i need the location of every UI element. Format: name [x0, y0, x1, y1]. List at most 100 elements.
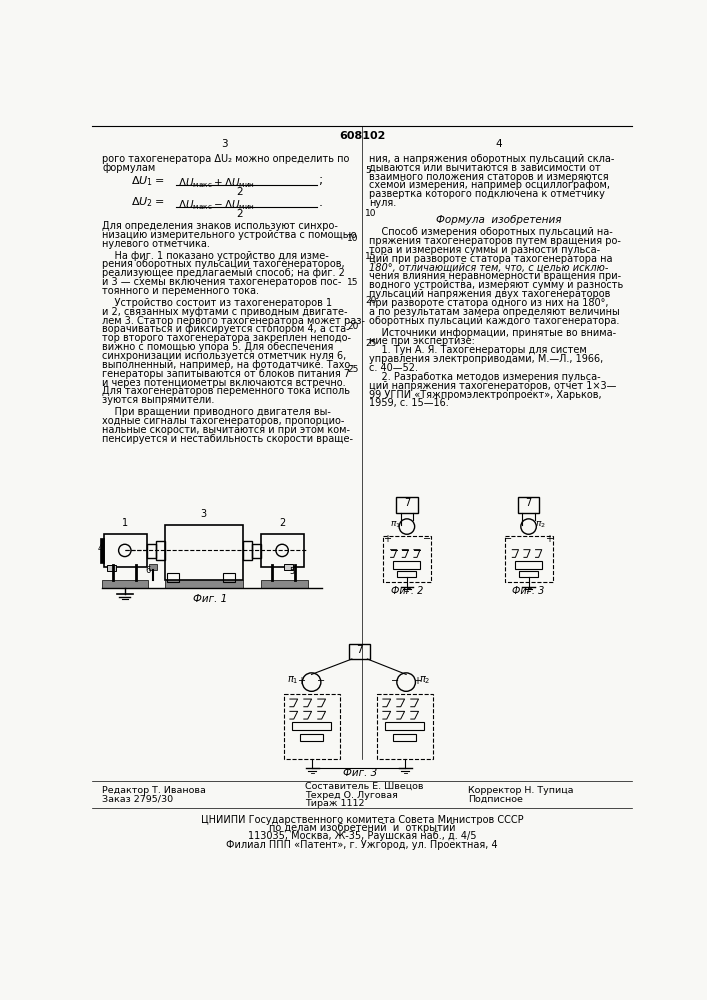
Text: Фиг. 3: Фиг. 3	[513, 586, 545, 596]
Text: Для определения знаков используют синхро-: Для определения знаков используют синхро…	[103, 221, 338, 231]
Text: 25: 25	[365, 339, 376, 348]
Text: низацию измерительного устройства с помощью: низацию измерительного устройства с помо…	[103, 230, 357, 240]
Text: реализующее предлагаемый способ; на фиг. 2: реализующее предлагаемый способ; на фиг.…	[103, 268, 345, 278]
Text: Филиал ППП «Патент», г. Ужгород, ул. Проектная, 4: Филиал ППП «Патент», г. Ужгород, ул. Про…	[226, 840, 498, 850]
Text: 6: 6	[146, 566, 151, 575]
Bar	[292, 722, 331, 730]
Bar	[505, 536, 553, 582]
Text: ЦНИИПИ Государственного комитета Совета Министров СССР: ЦНИИПИ Государственного комитета Совета …	[201, 815, 523, 825]
Text: пряжения тахогенераторов путем вращения ро-: пряжения тахогенераторов путем вращения …	[369, 236, 621, 246]
Text: Заказ 2795/30: Заказ 2795/30	[103, 795, 173, 804]
Text: пенсируется и нестабильность скорости враще-: пенсируется и нестабильность скорости вр…	[103, 434, 354, 444]
Text: $\pi_2$: $\pi_2$	[534, 520, 546, 530]
Text: 7: 7	[525, 498, 532, 508]
Text: а по результатам замера определяют величины: а по результатам замера определяют велич…	[369, 307, 619, 317]
Text: 20: 20	[365, 296, 376, 305]
Text: Фиг. 2: Фиг. 2	[391, 586, 423, 596]
Text: $\pi_1$: $\pi_1$	[390, 520, 401, 530]
Bar	[385, 722, 424, 730]
Text: $\Delta U_{\mathrm{макс}}+\Delta U_{\mathrm{мин}}$: $\Delta U_{\mathrm{макс}}+\Delta U_{\mat…	[177, 176, 255, 190]
Text: −: −	[391, 676, 399, 686]
Bar	[284, 694, 340, 759]
Text: Редактор Т. Иванова: Редактор Т. Иванова	[103, 786, 206, 795]
Text: рения оборотных пульсаций тахогенераторов,: рения оборотных пульсаций тахогенераторо…	[103, 259, 345, 269]
Text: и 2, связанных муфтами с приводным двигате-: и 2, связанных муфтами с приводным двига…	[103, 307, 348, 317]
Text: Подписное: Подписное	[468, 795, 523, 804]
Bar	[100, 538, 104, 563]
Text: +: +	[413, 676, 421, 686]
Text: чения влияния неравномерности вращения при-: чения влияния неравномерности вращения п…	[369, 271, 621, 281]
Text: 1: 1	[122, 518, 128, 528]
Text: ворачиваться и фиксируется стопором 4, а ста-: ворачиваться и фиксируется стопором 4, а…	[103, 324, 350, 334]
Text: Устройство состоит из тахогенераторов 1: Устройство состоит из тахогенераторов 1	[103, 298, 332, 308]
Text: выполненный, например, на фотодатчике. Тахо-: выполненный, например, на фотодатчике. Т…	[103, 360, 354, 370]
Text: −: −	[504, 534, 513, 544]
Text: 2: 2	[236, 187, 243, 197]
Text: 4: 4	[98, 544, 103, 553]
Text: 2. Разработка методов измерения пульса-: 2. Разработка методов измерения пульса-	[369, 372, 600, 382]
Text: тора и измерения суммы и разности пульса-: тора и измерения суммы и разности пульса…	[369, 245, 600, 255]
Bar	[165, 525, 243, 580]
Text: Составитель Е. Швецов: Составитель Е. Швецов	[305, 782, 424, 791]
Text: ций при развороте статора тахогенератора на: ций при развороте статора тахогенератора…	[369, 254, 612, 264]
Text: оборотных пульсаций каждого тахогенератора.: оборотных пульсаций каждого тахогенерато…	[369, 316, 619, 326]
Text: 2: 2	[236, 209, 243, 219]
Text: 180°, отличающийся тем, что, с целью исклю-: 180°, отличающийся тем, что, с целью иск…	[369, 262, 608, 272]
Text: Для тахогенераторов переменного тока исполь: Для тахогенераторов переменного тока исп…	[103, 386, 351, 396]
Text: тор второго тахогенератора закреплен неподо-: тор второго тахогенератора закреплен неп…	[103, 333, 351, 343]
Text: Фиг. 3: Фиг. 3	[342, 768, 377, 778]
Bar	[104, 534, 146, 567]
Bar	[300, 734, 323, 741]
Text: формулам: формулам	[103, 163, 156, 173]
Text: +: +	[382, 534, 391, 544]
Bar	[284, 564, 293, 570]
Text: 608102: 608102	[339, 131, 385, 141]
Text: при развороте статора одного из них на 180°,: при развороте статора одного из них на 1…	[369, 298, 609, 308]
Text: 7: 7	[404, 498, 410, 508]
Text: и 3 — схемы включения тахогенераторов пос-: и 3 — схемы включения тахогенераторов по…	[103, 277, 341, 287]
Text: +: +	[297, 676, 305, 686]
Text: 99 УГПИ «Тяжпромэлектропроект», Харьков,: 99 УГПИ «Тяжпромэлектропроект», Харьков,	[369, 389, 602, 399]
Text: ние при экспертизе:: ние при экспертизе:	[369, 336, 475, 346]
Text: 15: 15	[365, 252, 377, 261]
Bar	[243, 541, 252, 560]
Text: +: +	[544, 534, 553, 544]
Text: и через потенциометры включаются встречно.: и через потенциометры включаются встречн…	[103, 378, 346, 388]
Bar	[223, 573, 235, 582]
Text: схемой измерения, например осциллографом,: схемой измерения, например осциллографом…	[369, 180, 610, 190]
Bar	[383, 536, 431, 582]
Bar	[518, 497, 539, 513]
Bar	[149, 564, 156, 570]
Text: 4: 4	[496, 139, 503, 149]
Bar	[107, 565, 116, 571]
Bar	[165, 580, 243, 588]
Text: .: .	[319, 196, 322, 209]
Text: Формула  изобретения: Формула изобретения	[436, 215, 562, 225]
Text: управления электроприводами, М.—Л., 1966,: управления электроприводами, М.—Л., 1966…	[369, 354, 603, 364]
Text: рого тахогенератора ΔU₂ можно определить по: рого тахогенератора ΔU₂ можно определить…	[103, 154, 350, 164]
Bar	[252, 544, 261, 558]
Bar	[393, 561, 420, 569]
Text: нальные скорости, вычитаются и при этом ком-: нальные скорости, вычитаются и при этом …	[103, 425, 351, 435]
Text: 1959, с. 15—16.: 1959, с. 15—16.	[369, 398, 449, 408]
Text: $\Delta U_{\mathrm{макс}}-\Delta U_{\mathrm{мин}}$: $\Delta U_{\mathrm{макс}}-\Delta U_{\mat…	[177, 198, 255, 212]
Bar	[261, 534, 304, 567]
Text: развертка которого подключена к отметчику: развертка которого подключена к отметчик…	[369, 189, 604, 199]
Text: 7: 7	[356, 645, 363, 655]
Text: 1. Тун А. Я. Тахогенераторы для систем: 1. Тун А. Я. Тахогенераторы для систем	[369, 345, 587, 355]
Bar	[168, 573, 179, 582]
Text: $\pi_1$: $\pi_1$	[287, 675, 298, 686]
Text: вижно с помощью упора 5. Для обеспечения: вижно с помощью упора 5. Для обеспечения	[103, 342, 334, 352]
Text: −: −	[317, 676, 325, 686]
Text: зуются выпрямители.: зуются выпрямители.	[103, 395, 215, 405]
Text: водного устройства, измеряют сумму и разность: водного устройства, измеряют сумму и раз…	[369, 280, 623, 290]
Bar	[397, 571, 416, 577]
Text: 25: 25	[347, 365, 359, 374]
Text: Техред О. Луговая: Техред О. Луговая	[305, 791, 398, 800]
Bar	[378, 694, 433, 759]
Text: синхронизации используется отметчик нуля 6,: синхронизации используется отметчик нуля…	[103, 351, 346, 361]
Text: взаимного положения статоров и измеряются: взаимного положения статоров и измеряютс…	[369, 172, 609, 182]
Text: $\pi_2$: $\pi_2$	[419, 675, 431, 686]
Bar	[146, 544, 156, 558]
Text: нулевого отметчика.: нулевого отметчика.	[103, 239, 210, 249]
